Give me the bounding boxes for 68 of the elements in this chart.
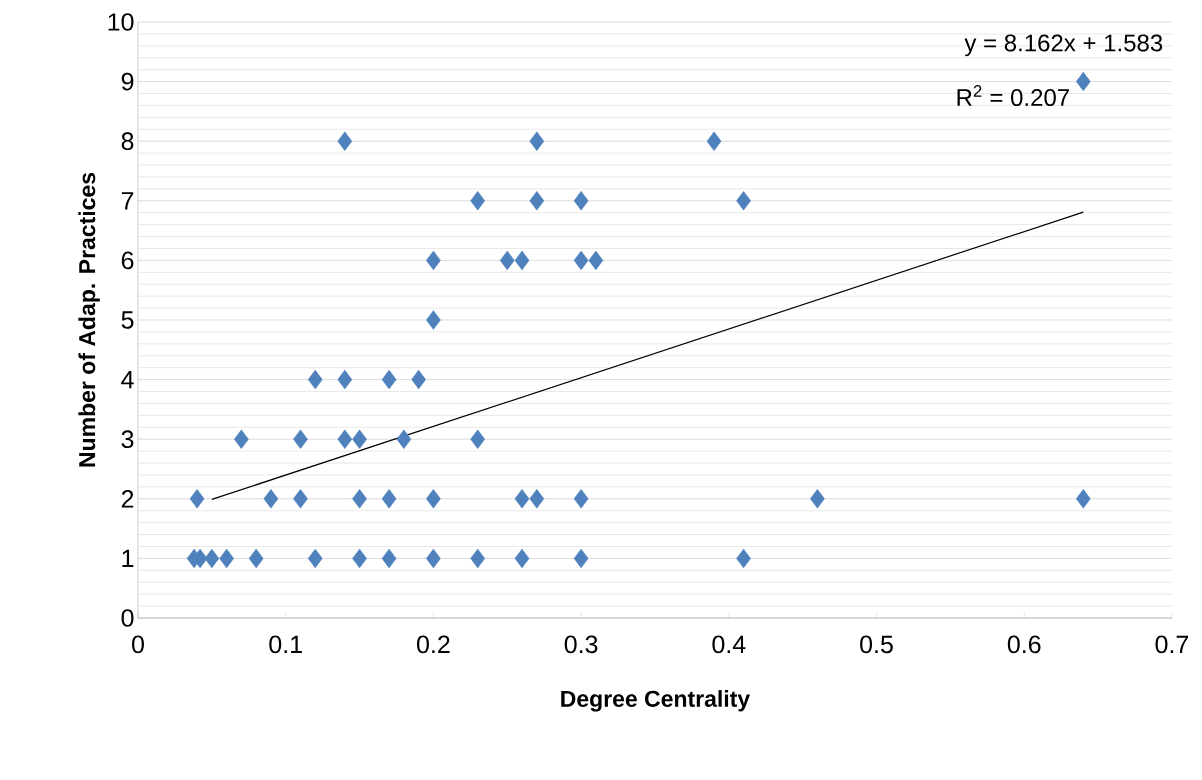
point (514, 250, 530, 271)
x-tick-label: 0.3 (564, 635, 598, 654)
point (573, 191, 589, 211)
point (573, 489, 589, 509)
point (1075, 71, 1091, 92)
point (307, 369, 323, 390)
x-axis-title: Degree Centrality (561, 690, 751, 712)
point (470, 191, 486, 211)
x-tick-label: 0.4 (712, 635, 746, 654)
point (263, 489, 279, 509)
y-axis-title: Number of Adap. Practices (78, 172, 100, 467)
y-tick-label: 3 (121, 430, 134, 449)
point (337, 131, 353, 151)
point (588, 250, 604, 271)
point (529, 131, 545, 151)
point (352, 548, 367, 569)
point (499, 250, 515, 271)
point (352, 429, 367, 449)
point (337, 369, 353, 390)
y-tick-label: 0 (121, 609, 134, 627)
point (426, 250, 441, 271)
x-tick-label: 0.1 (269, 635, 302, 654)
x-tick-label: 0.2 (417, 635, 450, 654)
y-tick-label: 2 (121, 490, 134, 508)
annotation: R$^{2}$ = 0.207 (957, 85, 1069, 107)
point (529, 191, 545, 211)
x-tick-label: 0.5 (860, 635, 893, 654)
y-tick-label: 8 (121, 132, 134, 151)
y-tick-label: 4 (121, 370, 134, 389)
x-tick-label: 0.6 (1007, 635, 1041, 654)
point (411, 369, 426, 390)
y-tick-label: 1 (122, 549, 134, 567)
point (337, 429, 353, 449)
y-tick-label: 10 (108, 13, 134, 31)
point (706, 131, 722, 151)
y-tick-label: 9 (121, 72, 134, 91)
point (204, 548, 220, 569)
point (810, 489, 825, 509)
point (189, 489, 205, 509)
point (426, 548, 441, 569)
point (219, 548, 234, 569)
point (426, 310, 441, 330)
point (248, 548, 264, 569)
point (293, 489, 308, 509)
point (736, 548, 751, 569)
point (381, 489, 397, 509)
point (396, 429, 412, 449)
point (307, 548, 323, 569)
y-tick-label: 5 (121, 311, 134, 329)
point (426, 489, 441, 509)
point (470, 429, 486, 449)
point (470, 548, 486, 569)
point (234, 429, 249, 449)
point (352, 489, 367, 509)
point (514, 548, 530, 569)
y-tick-label: 6 (121, 251, 134, 270)
point (1075, 489, 1091, 509)
point (514, 489, 530, 509)
point (293, 429, 308, 449)
y-tick-label: 7 (121, 192, 134, 210)
x-tick-label: 0.7 (1155, 635, 1189, 654)
point (573, 250, 589, 271)
point (381, 548, 397, 569)
point (529, 489, 545, 509)
point (381, 369, 397, 390)
point (573, 548, 589, 569)
annotation: y = 8.162x + 1.583 (964, 34, 1163, 57)
point (736, 191, 751, 211)
